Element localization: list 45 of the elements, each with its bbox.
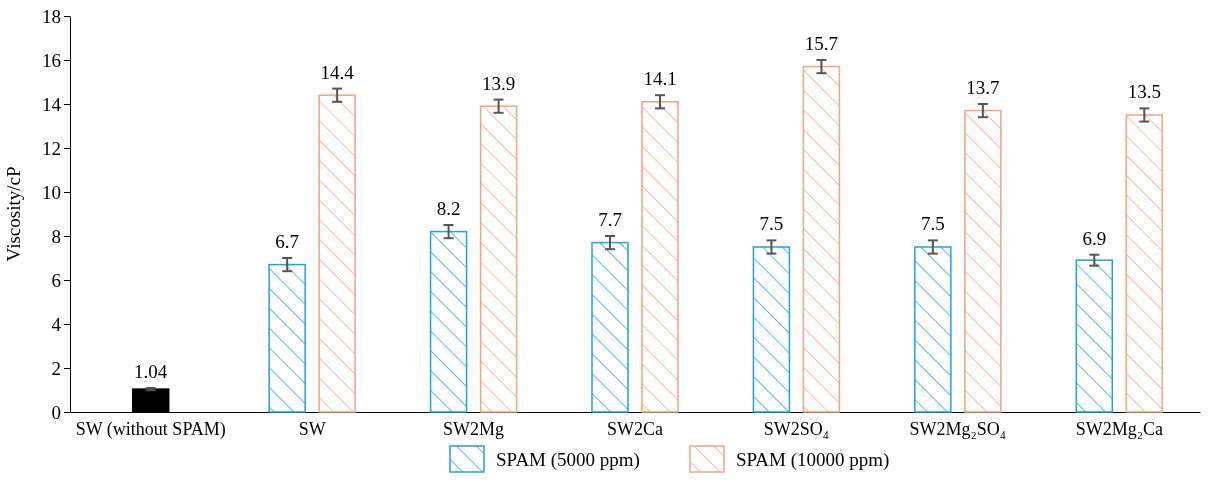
x-tick-label: SW2Mg₂SO₄ xyxy=(909,418,1007,439)
bar xyxy=(1125,114,1164,413)
y-tick-label: 4 xyxy=(51,313,62,335)
data-label: 7.7 xyxy=(598,209,622,230)
legend-label: SPAM (5000 ppm) xyxy=(496,449,640,471)
y-tick-label: 6 xyxy=(51,269,61,291)
data-label: 14.1 xyxy=(643,68,677,90)
bar xyxy=(752,246,791,413)
data-label: 15.7 xyxy=(804,33,839,54)
data-label: 13.9 xyxy=(481,72,516,94)
data-label: 1.04 xyxy=(134,361,168,383)
data-label: 7.5 xyxy=(759,213,784,235)
y-tick-label: 14 xyxy=(42,93,62,115)
bar xyxy=(479,105,518,413)
x-tick-label: SW (without SPAM) xyxy=(75,418,226,440)
bar xyxy=(914,246,952,413)
data-label: 6.9 xyxy=(1082,227,1107,249)
x-tick-label: SW2Mg xyxy=(443,418,505,439)
bar xyxy=(802,65,841,413)
x-tick-label: SW xyxy=(298,418,326,439)
y-tick-label: 0 xyxy=(51,401,61,423)
y-tick-label: 8 xyxy=(51,225,61,247)
x-tick-label: SW2Ca xyxy=(607,418,664,439)
y-tick-label: 12 xyxy=(42,137,61,159)
data-label: 13.7 xyxy=(966,77,1000,98)
x-tick-label: SW2Mg₂Ca xyxy=(1075,418,1163,439)
y-axis-title: Viscosity/cP xyxy=(3,166,24,262)
data-label: 14.4 xyxy=(320,61,355,83)
x-tick-label: SW2SO₄ xyxy=(763,418,830,439)
bar xyxy=(641,101,679,413)
data-label: 6.7 xyxy=(275,231,300,252)
data-label: 7.5 xyxy=(920,213,945,235)
y-tick-label: 16 xyxy=(42,49,61,71)
legend-label: SPAM (10000 ppm) xyxy=(735,449,890,471)
y-tick-label: 10 xyxy=(42,181,61,203)
bar xyxy=(1075,259,1114,413)
data-label: 13.5 xyxy=(1127,81,1161,103)
y-tick-label: 2 xyxy=(51,357,61,379)
bar xyxy=(268,263,306,413)
data-label: 8.2 xyxy=(436,198,461,219)
bar xyxy=(964,109,1002,413)
bar xyxy=(318,94,356,413)
y-tick-label: 18 xyxy=(42,5,61,27)
bar xyxy=(429,230,468,413)
bar xyxy=(591,241,629,413)
